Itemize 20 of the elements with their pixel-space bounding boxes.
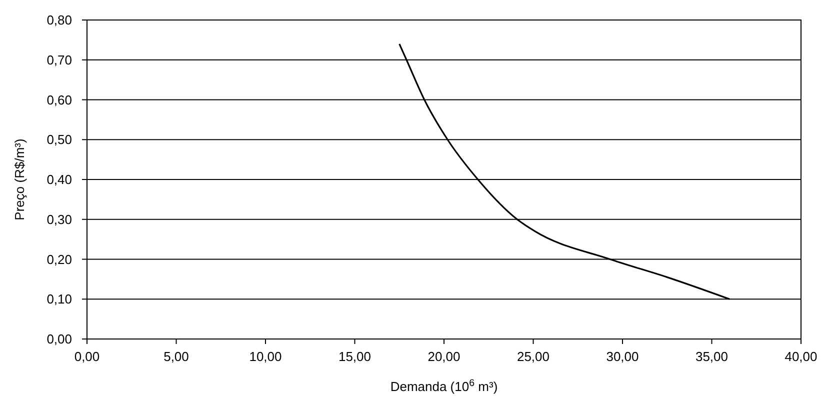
x-tick-label: 10,00	[249, 349, 282, 364]
y-tick-label: 0,10	[46, 292, 72, 307]
x-tick-label: 15,00	[338, 349, 372, 364]
y-tick-label: 0,70	[46, 52, 72, 68]
x-tick-label: 35,00	[695, 349, 728, 364]
y-tick-label: 0,50	[46, 132, 72, 148]
x-axis-title: Demanda (10$^{6}$ m³)	[390, 378, 498, 394]
x-tick-label: 30,00	[606, 349, 639, 364]
y-tick-label: 0,60	[46, 92, 72, 108]
x-tick-label: 0,00	[74, 349, 100, 364]
x-tick-label: 25,00	[516, 349, 550, 364]
y-tick-label: 0,30	[46, 212, 72, 227]
x-tick-label: 5,00	[164, 349, 189, 364]
y-tick-label: 0,40	[46, 172, 72, 188]
x-tick-label: 20,00	[428, 349, 460, 364]
y-tick-label: 0,20	[46, 252, 72, 267]
x-tick-label: 40,00	[784, 349, 818, 364]
y-tick-label: 0,80	[46, 12, 72, 28]
y-axis-title: Preço (R$/m³)	[12, 138, 27, 220]
y-tick-label: 0,00	[46, 332, 72, 347]
